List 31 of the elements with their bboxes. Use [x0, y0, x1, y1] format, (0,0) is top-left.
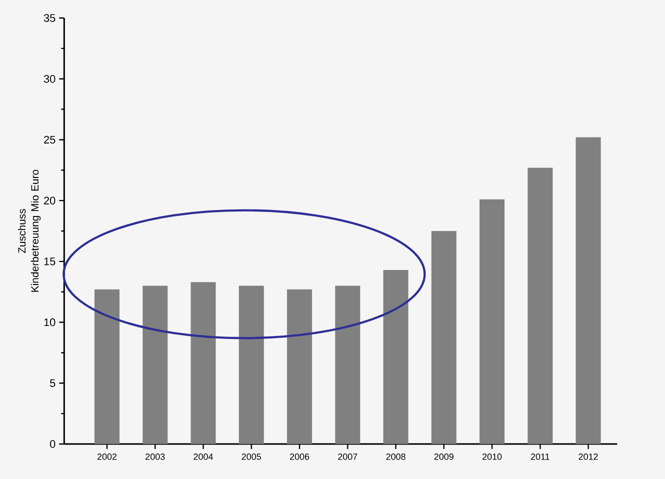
- y-tick-label: 15: [44, 258, 56, 266]
- x-tick-label: 2012: [578, 453, 598, 460]
- x-tick-label: 2007: [338, 453, 358, 460]
- x-tick-label: 2010: [482, 453, 502, 460]
- bar: [190, 282, 216, 444]
- bar: [431, 231, 456, 444]
- y-tick-label: 0: [50, 440, 56, 448]
- bar: [287, 289, 312, 444]
- x-tick-label: 2009: [434, 453, 454, 460]
- x-tick-label: 2008: [386, 453, 406, 460]
- x-tick-label: 2004: [194, 453, 213, 460]
- bar: [528, 168, 553, 444]
- y-tick-label: 25: [44, 136, 56, 144]
- x-tick-label: 2002: [97, 453, 117, 460]
- bar: [576, 137, 601, 444]
- x-tick-label: 2003: [146, 453, 165, 460]
- y-tick-label: 30: [44, 74, 56, 83]
- x-tick-label: 2006: [290, 453, 310, 460]
- bar: [335, 286, 360, 444]
- y-tick-label: 20: [44, 196, 56, 204]
- bar: [94, 289, 120, 444]
- y-tick-label: 10: [44, 318, 56, 326]
- x-tick-label: 2005: [242, 453, 261, 460]
- y-axis-title: Zuschuss Kinderbetreuung Mio Euro: [18, 170, 41, 292]
- x-tick-label: 2011: [530, 453, 550, 460]
- bar: [238, 286, 264, 444]
- bar: [480, 199, 505, 444]
- y-tick-label: 35: [44, 14, 56, 22]
- bar: [142, 286, 168, 444]
- bar: [383, 270, 408, 444]
- y-tick-label: 5: [50, 379, 56, 387]
